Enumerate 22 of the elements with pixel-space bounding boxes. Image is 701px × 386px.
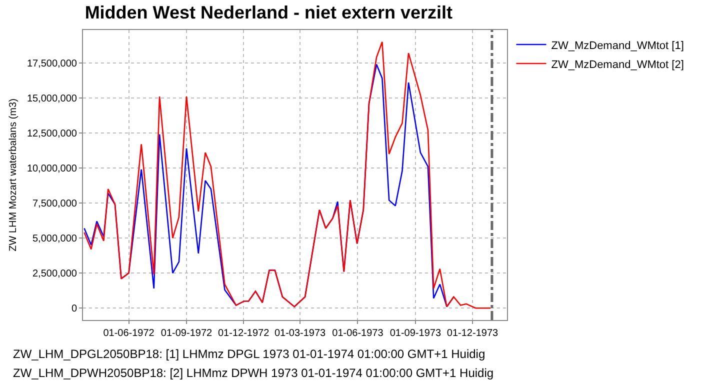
x-tick-label: 01-12-1973 <box>446 328 499 339</box>
y-tick-label: 17,500,000 <box>26 58 78 70</box>
text: ZW_LHM_DPWH2050BP18: [2] LHMmz DPWH 1973 01-01-1974 01:00:00 GMT+1 Huidig <box>13 366 494 380</box>
y-axis-title: ZW LHM Mozart waterbalans (m3) <box>8 98 19 252</box>
x-tick-label: 01-12-1972 <box>218 328 270 339</box>
chart-title: Midden West Nederland - niet extern verzilt <box>84 2 453 22</box>
y-tick-label: 15,000,000 <box>26 93 78 104</box>
x-tick-label: 01-09-1973 <box>390 328 442 339</box>
text: ZW_LHM_DPGL2050BP18: [1] LHMmz DPGL 1973 01-01-1974 01:00:00 GMT+1 Huidig <box>13 347 486 361</box>
y-tick-label: 7,500,000 <box>32 198 78 210</box>
legend-label: ZW_MzDemand_WMtot [1] <box>551 40 684 52</box>
y-tick-label: 5,000,000 <box>32 234 78 245</box>
x-tick-label: 01-06-1973 <box>332 328 384 339</box>
line-series <box>84 41 492 309</box>
legend-label: ZW_MzDemand_WMtot [2] <box>551 58 684 71</box>
y-tick-label: 0 <box>71 304 78 315</box>
y-tick-label: 12,500,000 <box>26 128 78 140</box>
x-tick-label: 01-09-1972 <box>160 328 213 339</box>
x-tick-label: 01-06-1972 <box>103 328 155 339</box>
y-tick-label: 2,500,000 <box>32 268 78 280</box>
y-tick-label: 10,000,000 <box>26 164 78 174</box>
x-tick-label: 01-03-1973 <box>274 328 326 339</box>
